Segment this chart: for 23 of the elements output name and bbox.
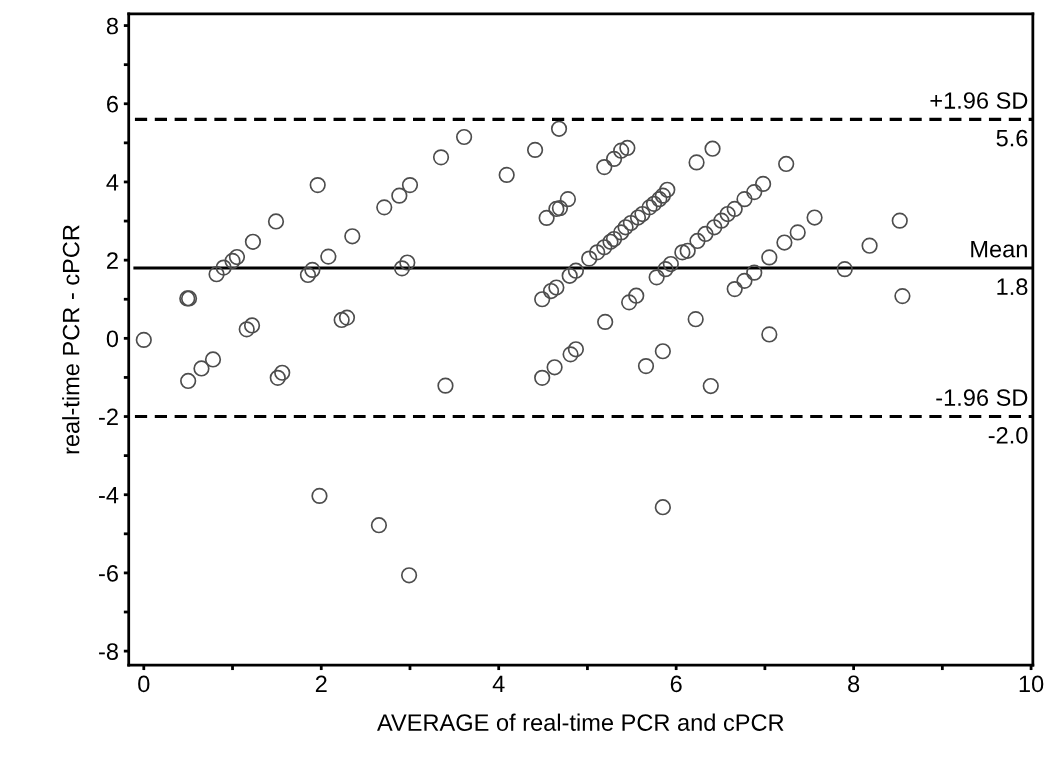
y-tick-label: -8 xyxy=(99,643,118,660)
y-tick-label: -4 xyxy=(99,487,119,504)
y-tick-label: -6 xyxy=(99,564,118,582)
annotation: 5.6 xyxy=(996,129,1028,147)
ref-line-label: Mean xyxy=(971,240,1027,258)
ref-line-label: +1.96 SD xyxy=(930,92,1028,109)
ref-line-label: -1.96 SD xyxy=(936,389,1028,406)
y-tick-label: 8 xyxy=(106,17,118,35)
x-axis-title: AVERAGE of real-time PCR and cPCR xyxy=(377,713,784,731)
x-tick-label: 0 xyxy=(138,675,150,693)
y-tick-label: 2 xyxy=(107,252,118,269)
y-tick-label: 4 xyxy=(106,174,119,191)
y-tick-label: -2 xyxy=(99,408,118,426)
annotation: 1.8 xyxy=(997,278,1028,296)
x-tick-label: 4 xyxy=(492,675,505,693)
x-tick-label: 6 xyxy=(670,675,682,693)
y-tick-label: 6 xyxy=(107,95,118,113)
x-tick-label: 2 xyxy=(315,675,327,693)
y-axis-title: real-time PCR - cPCR xyxy=(62,225,80,454)
x-tick-label: 10 xyxy=(1019,675,1044,693)
x-tick-label: 8 xyxy=(848,675,860,693)
y-tick-label: 0 xyxy=(106,330,119,348)
annotation: -2.0 xyxy=(988,426,1028,444)
